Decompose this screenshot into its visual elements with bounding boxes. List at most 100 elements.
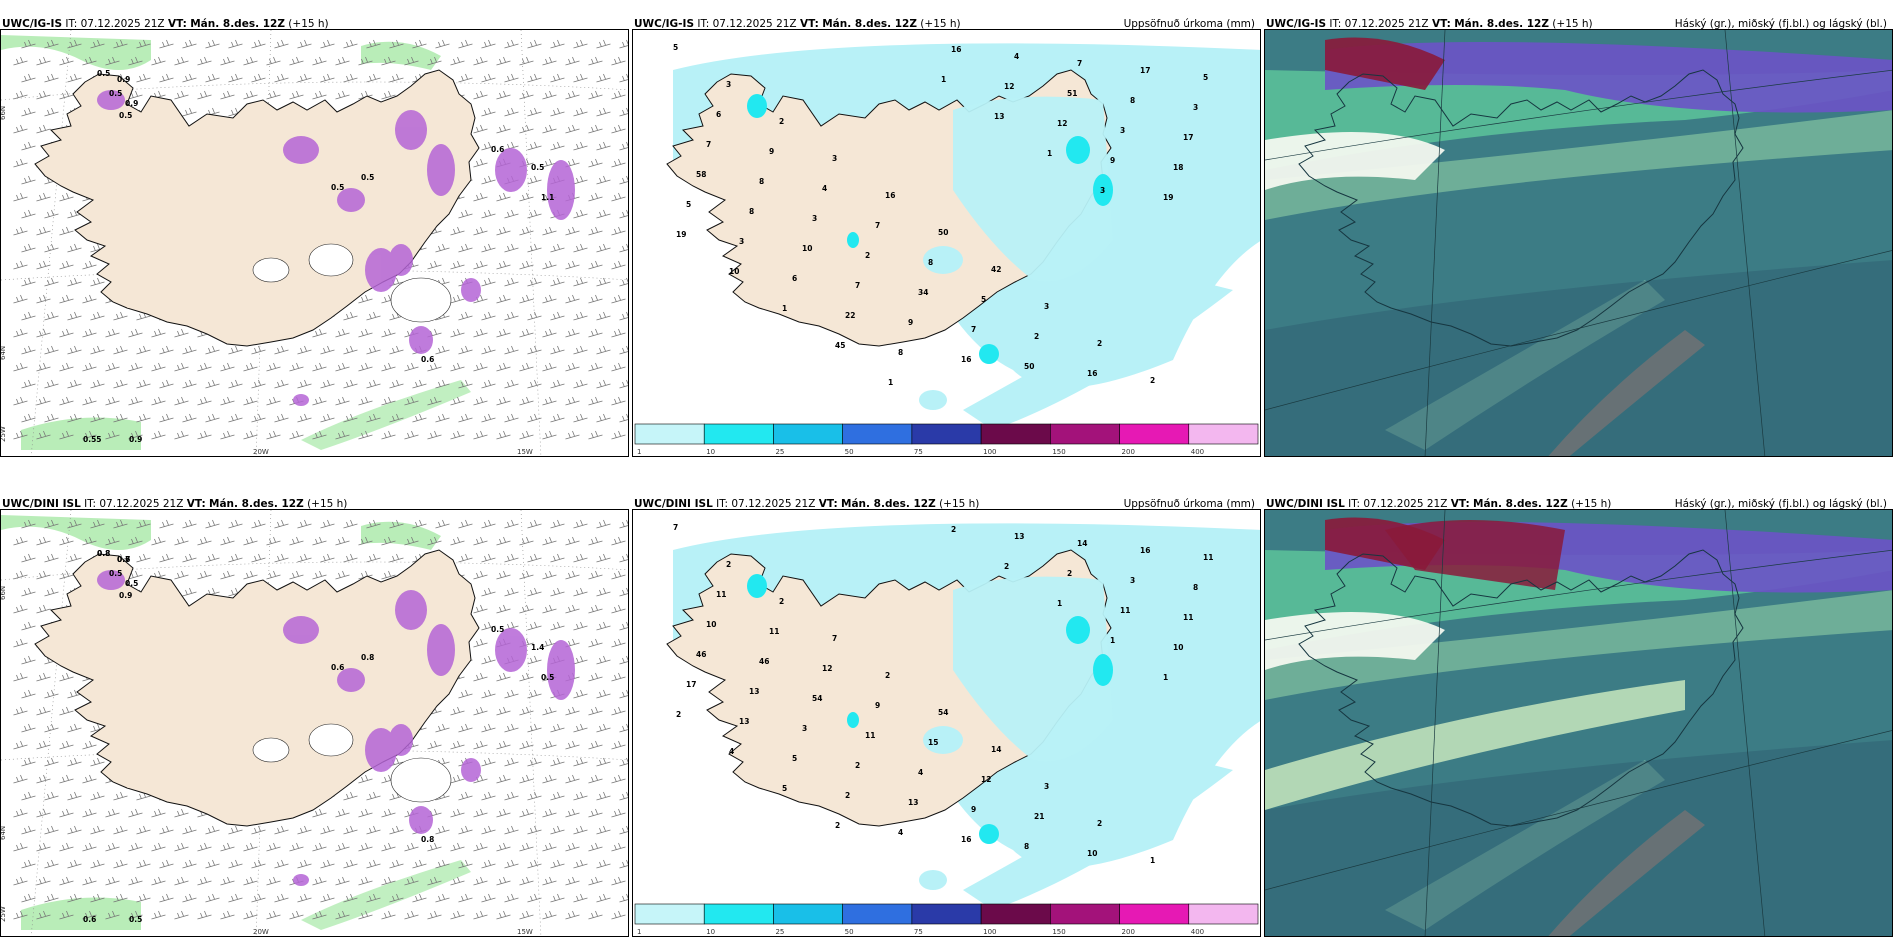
lat-label: 66N <box>1 586 7 600</box>
precip-value: 4 <box>1014 52 1019 61</box>
precip-panel-row1: UWC/IG-IS IT: 07.12.2025 21Z VT: Mán. 8.… <box>632 13 1261 458</box>
precip-value: 16 <box>951 45 961 54</box>
model-name: UWC/IG-IS <box>1266 18 1327 30</box>
precip-value: 3 <box>726 80 731 89</box>
precip-value: 13 <box>908 798 918 807</box>
wind-value: 1.4 <box>531 643 544 652</box>
colorbar-tick: 100 <box>983 928 996 936</box>
low-cloud <box>1265 132 1445 190</box>
precip-value: 11 <box>1120 606 1130 615</box>
cloud-panel-header: UWC/DINI ISL IT: 07.12.2025 21Z VT: Mán.… <box>1266 497 1889 511</box>
precip-blob <box>427 144 455 196</box>
precip-value: 2 <box>865 251 870 260</box>
precip-value: 1 <box>1163 673 1168 682</box>
precip-heavy-spot <box>847 232 859 248</box>
iceland-outline <box>1298 549 1744 827</box>
precip-value: 7 <box>971 325 976 334</box>
precip-value: 13 <box>749 687 759 696</box>
precip-value: 2 <box>855 761 860 770</box>
vt-value: Mán. 8.des. 12Z <box>822 18 917 30</box>
precip-value: 8 <box>928 258 933 267</box>
colorbar-tick: 75 <box>914 448 923 456</box>
graticule <box>1 510 628 936</box>
it-label: IT: <box>1348 498 1361 510</box>
precip-value: 17 <box>1183 133 1193 142</box>
precip-value: 1 <box>941 75 946 84</box>
precip-heavy-spot <box>1066 616 1090 644</box>
wind-panel-row2: UWC/DINI ISL IT: 07.12.2025 21Z VT: Mán.… <box>0 493 629 938</box>
wind-value: 0.9 <box>125 99 138 108</box>
colorbar-tick: 1 <box>637 928 641 936</box>
vt-value: Mán. 8.des. 12Z <box>841 498 936 510</box>
precip-value: 50 <box>1024 362 1034 371</box>
precip-value: 1 <box>1047 149 1052 158</box>
lon-label: 25W <box>1 426 7 442</box>
lead-time: (+15 h) <box>307 498 348 510</box>
precip-band <box>1 35 151 70</box>
precip-value: 9 <box>1110 156 1115 165</box>
precip-heavy-spot <box>847 712 859 728</box>
colorbar-segment <box>842 903 913 925</box>
wind-value: 1.1 <box>541 193 554 202</box>
lead-time: (+15 h) <box>939 498 980 510</box>
precip-value: 7 <box>1077 59 1082 68</box>
wind-value: 0.9 <box>129 435 142 444</box>
precip-title: Uppsöfnuð úrkoma (mm) <box>1123 498 1255 510</box>
precip-value: 8 <box>749 207 754 216</box>
lon-label: 20W <box>253 928 269 936</box>
colorbar-segment <box>634 423 705 445</box>
colorbar-segment <box>773 903 843 925</box>
precip-value: 8 <box>898 348 903 357</box>
precip-blob <box>427 624 455 676</box>
wind-value: 0.5 <box>97 69 110 78</box>
precip-value: 2 <box>779 597 784 606</box>
precip-field <box>923 726 963 754</box>
precip-value: 3 <box>1193 103 1198 112</box>
glacier <box>390 277 452 323</box>
precip-value: 1 <box>1110 636 1115 645</box>
precip-value: 3 <box>802 724 807 733</box>
precip-value: 54 <box>938 708 948 717</box>
wind-value: 0.5 <box>125 579 138 588</box>
precip-value: 11 <box>769 627 779 636</box>
cloud-panel-row2: UWC/DINI ISL IT: 07.12.2025 21Z VT: Mán.… <box>1264 493 1893 938</box>
precip-heavy-spot <box>979 344 999 364</box>
model-name: UWC/IG-IS <box>2 18 63 30</box>
it-value: 07.12.2025 21Z <box>99 498 184 510</box>
precip-value: 5 <box>782 784 787 793</box>
precip-title: Uppsöfnuð úrkoma (mm) <box>1123 18 1255 30</box>
precip-blob <box>395 590 427 630</box>
lon-label: 20W <box>253 448 269 456</box>
colorbar-tick: 75 <box>914 928 923 936</box>
precip-value: 4 <box>898 828 903 837</box>
precip-value: 8 <box>759 177 764 186</box>
precip-value: 46 <box>759 657 769 666</box>
precip-value: 2 <box>779 117 784 126</box>
colorbar-segment <box>634 903 705 925</box>
precip-value: 1 <box>1057 599 1062 608</box>
precip-value: 54 <box>812 694 822 703</box>
wind-value: 0.8 <box>97 549 110 558</box>
precip-value: 1 <box>888 378 893 387</box>
vt-value: Mán. 8.des. 12Z <box>1454 18 1549 30</box>
precip-value: 12 <box>1004 82 1014 91</box>
vt-label: VT: <box>1431 18 1451 30</box>
model-name: UWC/IG-IS <box>634 18 695 30</box>
glacier <box>308 723 354 757</box>
precip-areas <box>97 90 575 406</box>
precip-value: 11 <box>1203 553 1213 562</box>
precip-value: 21 <box>1034 812 1044 821</box>
lon-label: 25W <box>1 906 7 922</box>
wind-value: 0.6 <box>421 355 434 364</box>
colorbar-segment <box>842 423 913 445</box>
colorbar-tick: 400 <box>1191 448 1204 456</box>
precip-value: 10 <box>802 244 812 253</box>
precip-value: 7 <box>673 523 678 532</box>
it-value: 07.12.2025 21Z <box>1344 18 1429 30</box>
glacier <box>252 737 290 763</box>
it-value: 07.12.2025 21Z <box>1363 498 1448 510</box>
cloud-shadow <box>1265 740 1892 936</box>
lead-time: (+15 h) <box>920 18 961 30</box>
precip-value: 22 <box>845 311 855 320</box>
colorbar-segment <box>1188 423 1259 445</box>
